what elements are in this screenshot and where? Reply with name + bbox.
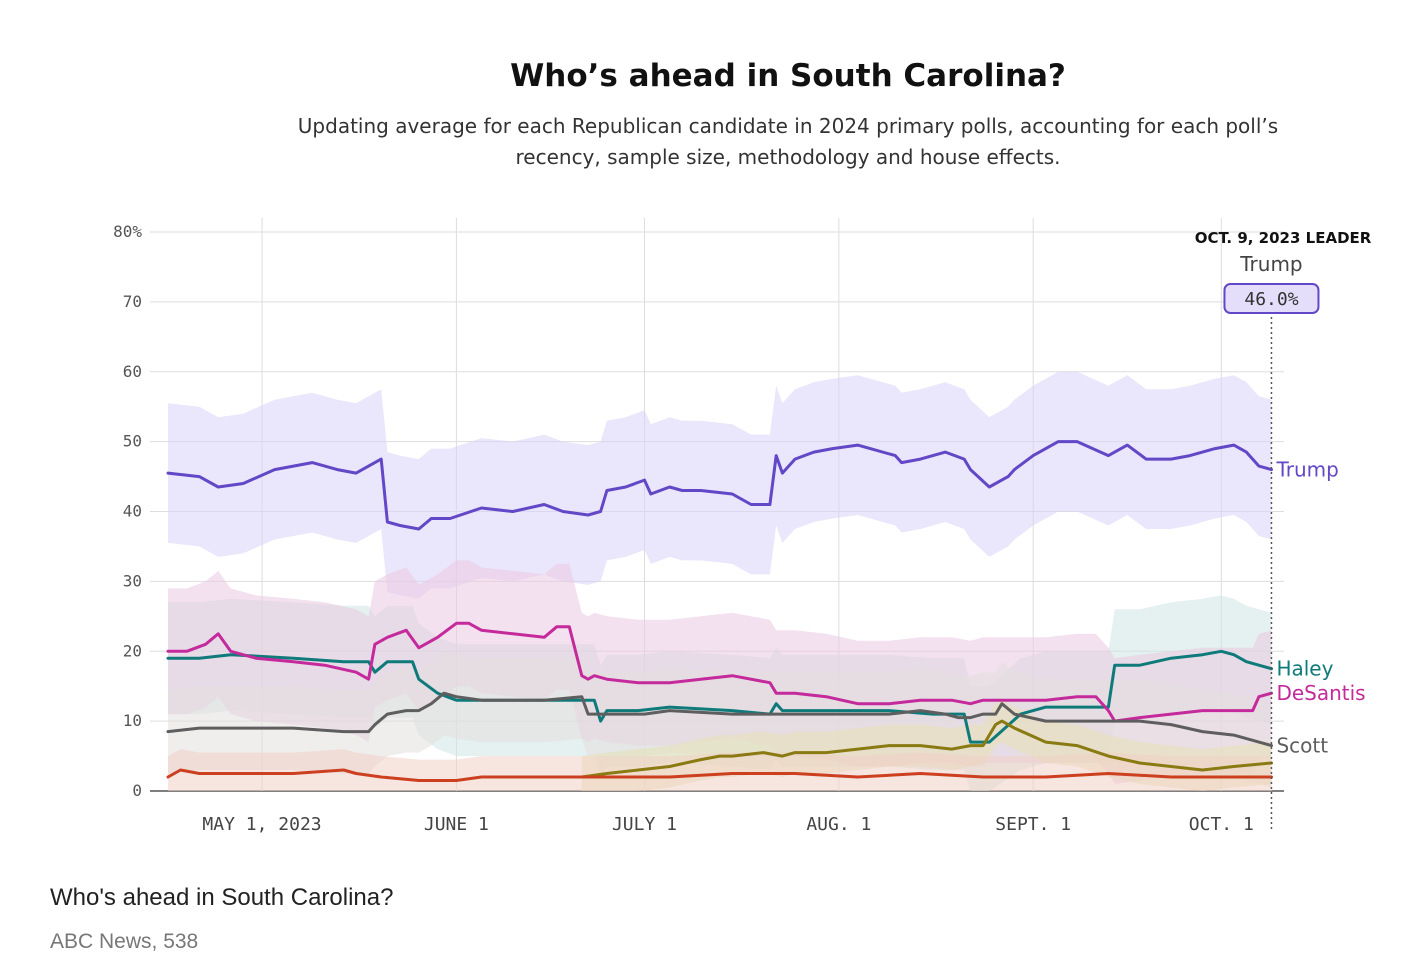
series-label-desantis: DeSantis xyxy=(1276,681,1365,705)
y-tick-label-70: 70 xyxy=(123,292,142,311)
series-label-scott: Scott xyxy=(1276,734,1328,758)
chart: Who’s ahead in South Carolina? Updating … xyxy=(113,58,1372,835)
x-tick-label-sept-1: SEPT. 1 xyxy=(995,814,1071,835)
scott-confidence-band xyxy=(168,651,1272,788)
x-tick-label-oct-1: OCT. 1 xyxy=(1189,814,1254,835)
chart-subtitle-line-1: Updating average for each Republican can… xyxy=(298,114,1278,138)
x-tick-label-aug-1: AUG. 1 xyxy=(806,814,871,835)
x-tick-label-may-1-2023: MAY 1, 2023 xyxy=(202,814,321,835)
x-tick-label-june-1: JUNE 1 xyxy=(424,814,489,835)
leader-name: Trump xyxy=(1239,252,1302,276)
y-tick-label-0: 0 xyxy=(132,781,142,800)
desantis-line xyxy=(166,621,1273,723)
y-tick-label-30: 30 xyxy=(123,571,142,590)
leader-annotation: OCT. 9, 2023 LEADER Trump 46.0% xyxy=(1195,229,1372,831)
y-tick-label-10: 10 xyxy=(123,711,142,730)
leader-value: 46.0% xyxy=(1244,289,1298,310)
caption-credit: ABC News, 538 xyxy=(50,930,199,953)
series-label-trump: Trump xyxy=(1275,458,1338,482)
chart-subtitle-line-2: recency, sample size, methodology and ho… xyxy=(516,145,1061,169)
caption-title: Who's ahead in South Carolina? xyxy=(50,884,394,911)
x-axis: MAY 1, 2023 JUNE 1 JULY 1 AUG. 1 SEPT. 1 OCT.… xyxy=(202,814,1253,835)
leader-heading: OCT. 9, 2023 LEADER xyxy=(1195,229,1372,247)
y-axis: 0 10 20 30 40 50 60 70 80% xyxy=(113,222,142,800)
trump-line xyxy=(166,440,1273,531)
y-tick-label-80: 80% xyxy=(113,222,142,241)
y-tick-label-60: 60 xyxy=(123,362,142,381)
leader-value-box xyxy=(1223,283,1320,314)
scott-line xyxy=(166,691,1273,748)
y-tick-label-40: 40 xyxy=(123,502,142,521)
y-tick-label-50: 50 xyxy=(123,432,142,451)
x-tick-label-july-1: JULY 1 xyxy=(612,814,677,835)
y-tick-label-20: 20 xyxy=(123,641,142,660)
haley-line xyxy=(166,649,1273,744)
ramaswamy-line xyxy=(580,719,1273,779)
chart-title: Who’s ahead in South Carolina? xyxy=(510,58,1066,94)
trump-confidence-band xyxy=(168,371,1272,599)
pence-line xyxy=(166,768,1273,782)
series-label-haley: Haley xyxy=(1276,657,1333,681)
series-lines xyxy=(166,440,1273,782)
